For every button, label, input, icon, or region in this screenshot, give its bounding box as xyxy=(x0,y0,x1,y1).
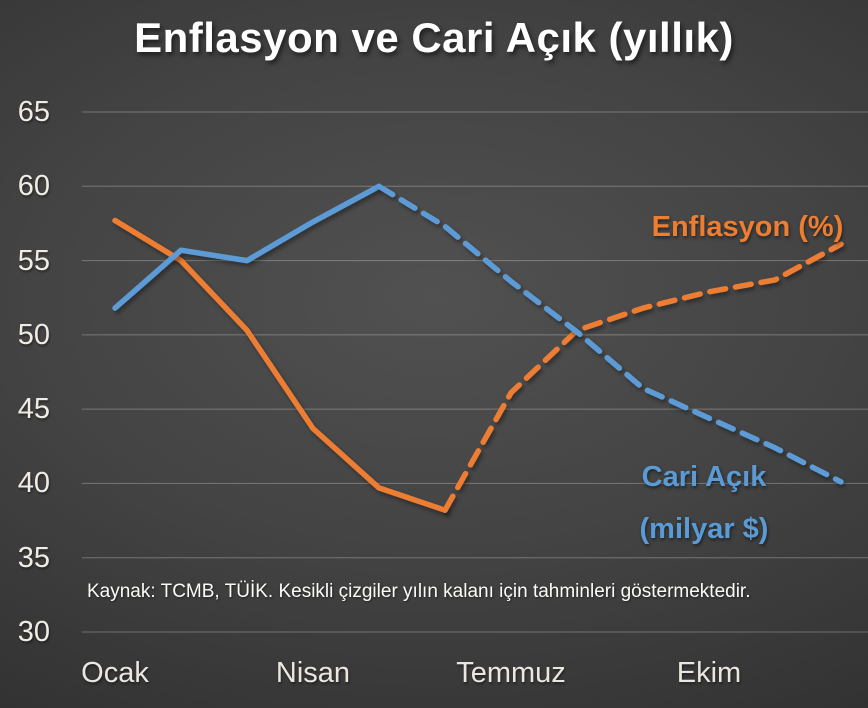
series-label-cari-acik-line2: (milyar $) xyxy=(639,513,769,545)
page-title: Enflasyon ve Cari Açık (yıllık) xyxy=(134,14,734,61)
series-line-dashed-cari-acik xyxy=(376,183,844,485)
x-tick-label-nisan: Nisan xyxy=(275,657,351,689)
x-tick-label-ekim: Ekim xyxy=(676,657,742,689)
series-label-cari-acik: Cari Açık (milyar $) xyxy=(618,451,790,555)
y-tick-label-65: 65 xyxy=(17,96,50,128)
y-tick-label-55: 55 xyxy=(17,245,50,277)
y-tick-label-45: 45 xyxy=(17,393,50,425)
series-line-dashed-enflasyon xyxy=(442,241,844,513)
x-tick-label-temmuz: Temmuz xyxy=(456,657,566,689)
y-tick-label-50: 50 xyxy=(17,319,50,351)
y-tick-label-40: 40 xyxy=(17,467,50,499)
series-line-solid-enflasyon xyxy=(112,217,448,513)
series-label-enflasyon: Enflasyon (%) xyxy=(651,211,844,243)
y-tick-label-60: 60 xyxy=(17,170,50,202)
x-tick-label-ocak: Ocak xyxy=(81,657,149,689)
y-tick-label-30: 30 xyxy=(17,616,50,648)
y-tick-label-35: 35 xyxy=(17,542,50,574)
series-line-solid-cari-acik xyxy=(112,183,382,311)
series-label-cari-acik-line1: Cari Açık xyxy=(641,461,767,493)
source-note: Kaynak: TCMB, TÜİK. Kesikli çizgiler yıl… xyxy=(87,581,751,602)
